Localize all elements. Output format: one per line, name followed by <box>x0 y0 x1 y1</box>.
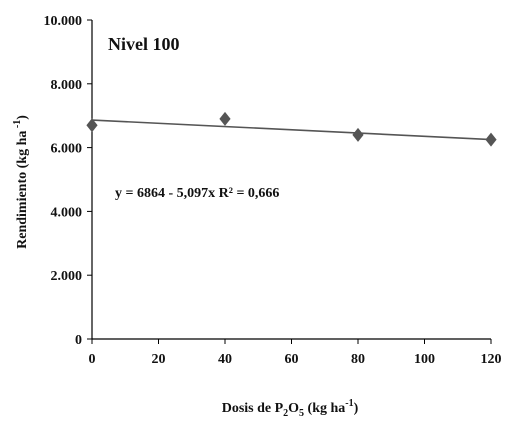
x-axis-ticks: 0 20 40 60 80 100 120 <box>89 339 502 367</box>
x-tick-label: 120 <box>481 352 502 367</box>
y-tick-label: 0 <box>75 333 82 348</box>
regression-equation: y = 6864 - 5,097x R² = 0,666 <box>115 186 279 201</box>
data-point-diamond <box>86 118 98 133</box>
x-tick-label: 60 <box>285 352 299 367</box>
y-tick-label: 4.000 <box>51 205 83 220</box>
x-tick-label: 40 <box>218 352 232 367</box>
data-point-diamond <box>352 127 364 142</box>
y-axis-ticks: 0 2.000 4.000 6.000 8.000 10.000 <box>44 14 92 348</box>
x-axis-title: Dosis de P2O5 (kg ha-1) <box>222 398 359 419</box>
y-axis-title: Rendimiento (kg ha -1) <box>12 115 30 249</box>
trendline <box>91 119 492 141</box>
data-point-diamond <box>219 111 231 126</box>
y-tick-label: 10.000 <box>44 14 83 29</box>
x-tick-label: 0 <box>89 352 96 367</box>
y-tick-label: 6.000 <box>51 142 83 157</box>
x-tick-label: 80 <box>351 352 365 367</box>
y-tick-label: 8.000 <box>51 78 83 93</box>
y-tick-label: 2.000 <box>51 269 83 284</box>
x-tick-label: 100 <box>414 352 435 367</box>
data-points <box>86 111 497 147</box>
panel-title: Nivel 100 <box>108 34 180 54</box>
data-point-diamond <box>485 132 497 147</box>
x-tick-label: 20 <box>152 352 166 367</box>
